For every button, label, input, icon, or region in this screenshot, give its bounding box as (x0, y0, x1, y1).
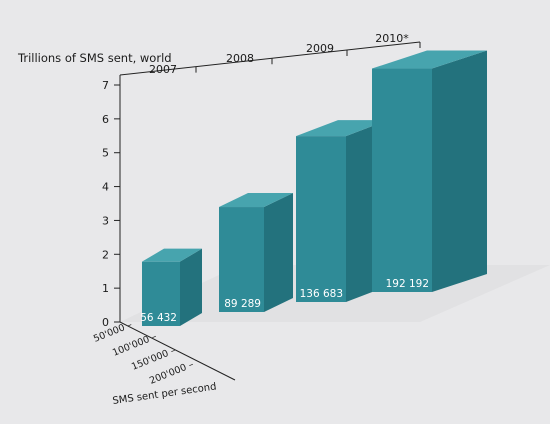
bar-2: 89 289 (219, 193, 293, 312)
y-tick-label: 1 (102, 282, 109, 295)
bar-value-label: 89 289 (224, 298, 261, 310)
depth-axis-title: SMS sent per second (112, 381, 217, 406)
bars: 56 432 89 289 136 683 192 192 (140, 50, 487, 326)
y-tick-labels: 0 1 2 3 4 5 6 7 (102, 79, 109, 329)
x-axis-top: 2007 2008 2009 2010* (119, 32, 421, 81)
bar-4: 192 192 (372, 50, 487, 293)
bar-side (180, 248, 202, 326)
bar-front (296, 136, 346, 302)
x-tick-label: 2010* (375, 32, 409, 45)
chart-title: Trillions of SMS sent, world (17, 51, 172, 65)
x-tick-labels: 2007 2008 2009 2010* (149, 32, 409, 76)
depth-tick-labels: 50'000 –100'000 –150'000 –200'000 – (92, 319, 196, 387)
y-tick-label: 4 (102, 181, 109, 194)
x-tick-label: 2007 (149, 63, 177, 76)
bar-value-label: 136 683 (300, 288, 343, 300)
depth-axis: 50'000 –100'000 –150'000 –200'000 – SMS … (92, 319, 236, 407)
bar-top (372, 50, 487, 69)
bar-side (264, 193, 293, 312)
bar-front (142, 261, 180, 326)
y-tick-marks (114, 84, 120, 323)
bar-value-label: 56 432 (140, 312, 177, 324)
x-tick-label: 2009 (306, 42, 334, 55)
x-axis-line (119, 41, 421, 76)
bar-value-label: 192 192 (386, 278, 429, 290)
y-tick-label: 0 (102, 316, 109, 329)
y-tick-label: 3 (102, 214, 109, 227)
bar-top (142, 248, 202, 262)
bar-front (219, 207, 264, 312)
y-axis: 0 1 2 3 4 5 6 7 (102, 76, 121, 329)
bar-1: 56 432 (140, 248, 202, 326)
bar-top (219, 193, 293, 208)
y-tick-label: 6 (102, 113, 109, 126)
bar-front (372, 68, 432, 293)
y-tick-label: 2 (102, 248, 109, 261)
bar-side (432, 50, 487, 292)
x-tick-label: 2008 (226, 52, 254, 65)
bar-top (296, 120, 388, 137)
y-tick-label: 5 (102, 147, 109, 160)
depth-axis-line (119, 321, 236, 381)
y-tick-label: 7 (102, 79, 109, 92)
